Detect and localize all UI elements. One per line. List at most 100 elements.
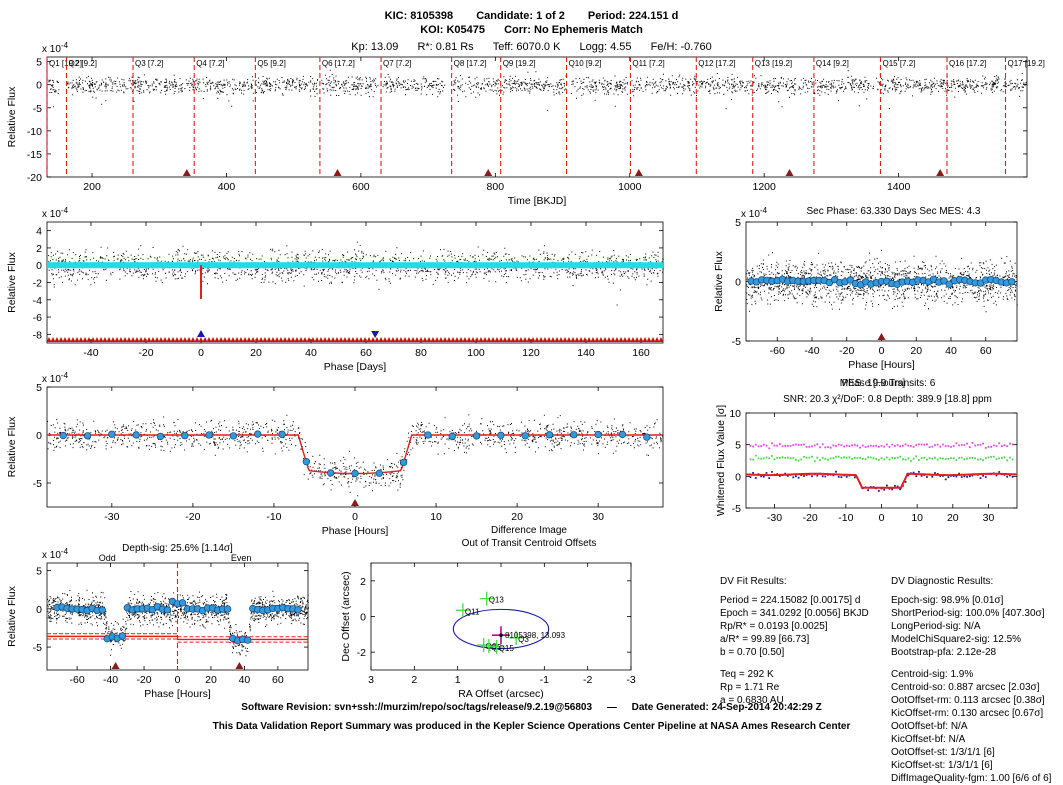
- rstar-label: R*: 0.81 Rs: [417, 41, 474, 53]
- fit-results-title: DV Fit Results:: [720, 576, 787, 587]
- binned-point: [83, 432, 92, 440]
- binned-point: [375, 469, 383, 477]
- exponent-label: x 10-4: [42, 206, 69, 220]
- binned-point: [545, 431, 554, 439]
- x-tick-label: 20: [910, 345, 922, 357]
- odd-label: Odd: [99, 553, 116, 563]
- primary-transit-marker: [197, 330, 205, 337]
- x-tick-label: -1: [540, 674, 549, 686]
- centroid-subtitle: Out of Transit Centroid Offsets: [462, 538, 597, 549]
- transit-marker: [182, 169, 191, 176]
- binned-point: [59, 431, 67, 440]
- y-tick-label: -8: [33, 329, 42, 341]
- quarter-label: Q11 [7.2]: [632, 59, 664, 68]
- y-tick-label: 5: [36, 566, 42, 578]
- green-series: [749, 454, 1014, 463]
- x-tick-label: -20: [138, 347, 153, 359]
- binned-point: [424, 431, 432, 439]
- x-tick-label: -40: [804, 345, 819, 357]
- date-generated: Date Generated: 24-Sep-2014 20:42:29 Z: [631, 702, 822, 713]
- y-tick-label: -4: [33, 295, 42, 307]
- phase_days-axes: -40 -20 0 20 40 60 80 100 120 140 160420-2-4-6-8Ph…: [6, 206, 664, 373]
- x-tick-label: -10: [838, 512, 853, 524]
- fit-line: Teq = 292 K: [720, 668, 774, 680]
- centroid-circle: [452, 608, 550, 650]
- x-tick-label: -60: [770, 345, 785, 357]
- koi-id: KOI: K05475: [420, 24, 485, 36]
- quarter-label: Q16 [17.2]: [949, 59, 986, 68]
- y-tick-label: 5: [36, 57, 42, 69]
- secondary-marker: [877, 333, 886, 340]
- y-tick-label: -6: [33, 312, 42, 324]
- flux-points: [48, 69, 1027, 111]
- x-tick-label: 0: [498, 674, 504, 686]
- y-tick-label: 0: [36, 260, 42, 272]
- transit-marker: [484, 169, 493, 176]
- binned-point: [570, 431, 578, 439]
- phase_days-frame: [46, 221, 664, 344]
- diag-line: OotOffset-st: 1/3/1/1 [6]: [891, 747, 995, 759]
- binned-point: [940, 277, 948, 285]
- difference-image-title: Difference Image: [491, 525, 567, 536]
- teff-label: Teff: 6070.0 K: [492, 41, 561, 53]
- transit-marker: [111, 662, 120, 669]
- x-tick-label: 30: [592, 511, 604, 523]
- binned-point: [108, 430, 116, 438]
- phase_hours-axes: -30 -20 -10 0 10 20 30 5 0 -5 Phase [Hours] Relativ…: [6, 371, 664, 537]
- x-tick-label: 60: [360, 347, 372, 359]
- binned-point: [497, 431, 505, 439]
- binned-point: [618, 430, 627, 439]
- binned-point: [1008, 278, 1016, 286]
- x-axis-label: Phase [Hours]: [322, 525, 389, 537]
- binned-point: [594, 430, 602, 439]
- whitened-frame: [745, 412, 1018, 509]
- kic-id: KIC: 8105398: [384, 10, 454, 22]
- binned-point: [205, 431, 213, 439]
- binned-point: [156, 432, 165, 441]
- overlapped-phase-label: Phase [Hours]: [842, 378, 906, 389]
- quarter-label: Q10 [9.2]: [569, 59, 602, 68]
- diag-line: Centroid-so: 0.887 arcsec [2.03σ]: [891, 681, 1040, 693]
- x-tick-label: -20: [803, 512, 818, 524]
- x-tick-label: 10: [430, 511, 442, 523]
- y-tick-label: -2: [357, 647, 366, 659]
- x-tick-label: 0: [879, 512, 885, 524]
- whitened-title: SNR: 20.3 χ²/DoF: 0.8 Depth: 389.9 [18.8…: [783, 394, 992, 405]
- x-tick-label: 60: [272, 674, 284, 686]
- x-tick-label: 20: [511, 511, 523, 523]
- y-axis-label: Relative Flux: [6, 585, 18, 646]
- quarter-centroid-label: Q13: [489, 596, 505, 605]
- x-tick-label: 10: [911, 512, 923, 524]
- quarter-label: Q5 [9.2]: [257, 59, 285, 68]
- diagnostics-title: DV Diagnostic Results:: [891, 576, 994, 587]
- fit-line: Epoch = 341.0292 [0.0056] BKJD: [720, 608, 869, 620]
- y-tick-label: 0: [735, 277, 741, 289]
- x-tick-label: 60: [980, 345, 992, 357]
- y-tick-label: 2: [36, 243, 42, 255]
- quarter-label: Q8 [17.2]: [454, 59, 487, 68]
- x-axis-label: RA Offset (arcsec): [458, 688, 544, 700]
- x-tick-label: 40: [945, 345, 957, 357]
- transit-marker: [785, 169, 794, 176]
- x-tick-label: -40: [83, 347, 98, 359]
- x-tick-label: 80: [415, 347, 427, 359]
- x-tick-label: 0: [352, 511, 358, 523]
- binned-point: [132, 431, 140, 439]
- y-axis-label: Relative Flux: [6, 86, 18, 147]
- binned-point: [163, 606, 172, 614]
- phase_hours-frame: [46, 386, 664, 508]
- x-tick-label: 600: [352, 181, 370, 193]
- binned-flux-band: [47, 262, 663, 269]
- x-tick-label: 2: [411, 674, 417, 686]
- dv-diagnostic-results: DV Diagnostic Results: Epoch-sig: 98.9% …: [891, 575, 1051, 785]
- quarter-label: Q13 [19.2]: [755, 59, 792, 68]
- diag-line: OotOffset-rm: 0.113 arcsec [0.38σ]: [891, 694, 1045, 706]
- quarter-label: Q2 [9.2]: [68, 59, 96, 68]
- binned-point: [224, 605, 232, 613]
- x-tick-label: 120: [522, 347, 540, 359]
- x-tick-label: -30: [104, 511, 119, 523]
- x-tick-label: 3: [368, 674, 374, 686]
- quarter-label: Q17 [19.2]: [1007, 59, 1044, 68]
- candidate-label: Candidate: 1 of 2: [476, 10, 565, 22]
- x-tick-label: -2: [583, 674, 592, 686]
